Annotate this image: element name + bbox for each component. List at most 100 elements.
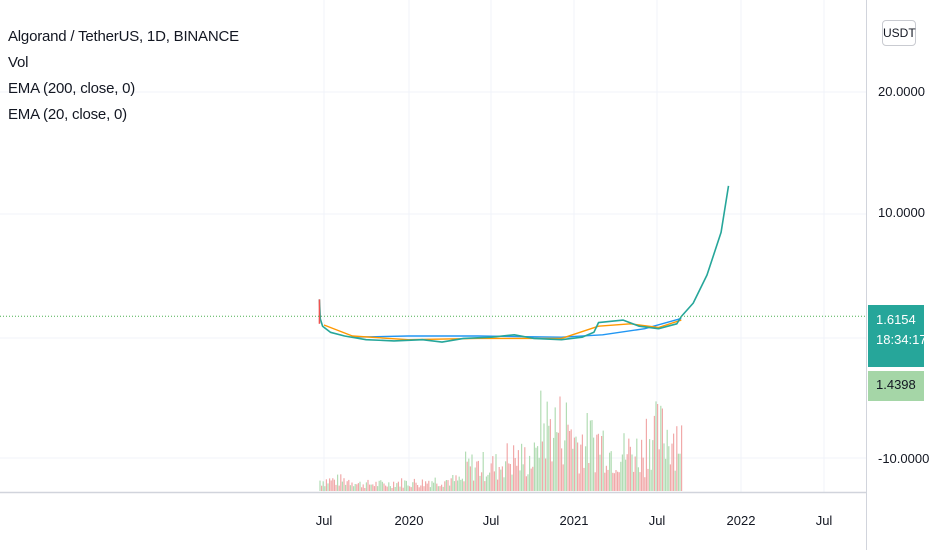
volume-bar (634, 456, 636, 491)
volume-bar (444, 481, 446, 491)
volume-bar (489, 472, 491, 491)
volume-bar (660, 405, 662, 491)
volume-bar (641, 439, 643, 491)
volume-bar (623, 433, 625, 491)
volume-bar (609, 452, 611, 491)
volume-bar (508, 463, 510, 491)
volume-bar (449, 485, 451, 491)
volume-bar (607, 469, 609, 491)
volume-bar (649, 439, 651, 491)
volume-bar (567, 424, 569, 491)
volume-bar (404, 480, 406, 491)
volume-bar (506, 443, 508, 491)
currency-button[interactable]: USDT (882, 20, 916, 46)
volume-bar (377, 486, 379, 491)
volume-bar (535, 447, 537, 491)
volume-bar (505, 461, 507, 491)
volume-bar (335, 484, 337, 491)
volume-bar (329, 478, 331, 491)
volume-bar (369, 484, 371, 491)
volume-bar (442, 486, 444, 491)
volume-bar (455, 475, 457, 491)
volume-bar (655, 401, 657, 491)
volume-bar (581, 434, 583, 491)
volume-bar (503, 477, 505, 491)
volume-bar (517, 450, 519, 491)
volume-bar (474, 467, 476, 491)
volume-bar (620, 461, 622, 491)
ema-value-tag: 1.4398 (868, 371, 924, 401)
volume-bar (636, 438, 638, 491)
series-lines (318, 185, 730, 343)
volume-bar (580, 444, 582, 491)
volume-bar (487, 474, 489, 491)
volume-bar (476, 461, 478, 491)
volume-bar (359, 481, 361, 491)
volume-bar (522, 464, 524, 491)
volume-bar (551, 461, 553, 491)
volume-bar (482, 452, 484, 491)
volume-bar (402, 487, 404, 491)
volume-bar (351, 482, 353, 491)
volume-bar (514, 458, 516, 491)
volume-bar (679, 453, 681, 491)
volume-bars (319, 390, 683, 491)
price-axis[interactable] (866, 0, 932, 520)
volume-bar (565, 402, 567, 491)
volume-bar (617, 471, 619, 491)
price-tick-10: 10.0000 (878, 205, 925, 220)
volume-bar (407, 485, 409, 491)
volume-bar (389, 486, 391, 491)
volume-bar (332, 478, 334, 491)
volume-bar (681, 425, 683, 491)
time-tick-jul-2021: Jul (648, 513, 666, 528)
volume-bar (437, 486, 439, 491)
volume-bar (615, 470, 617, 491)
volume-bar (423, 486, 425, 491)
volume-bar (386, 486, 388, 491)
volume-bar (533, 442, 535, 491)
volume-bar (466, 461, 468, 491)
volume-bar (401, 478, 403, 491)
volume-bar (381, 481, 383, 491)
volume-bar (465, 451, 467, 491)
volume-bar (561, 448, 563, 491)
volume-bar (426, 483, 428, 491)
volume-bar (564, 440, 566, 491)
ema-20-line (323, 319, 682, 341)
volume-bar (453, 481, 455, 491)
volume-bar (610, 451, 612, 491)
volume-bar (538, 457, 540, 491)
time-tick-jul-2020: Jul (482, 513, 500, 528)
price-tick-20: 20.0000 (878, 84, 925, 99)
volume-bar (661, 408, 663, 491)
volume-bar (447, 480, 449, 491)
volume-bar (575, 436, 577, 491)
volume-bar (365, 482, 367, 491)
volume-bar (578, 473, 580, 491)
volume-bar (337, 474, 339, 491)
indicator-ema-200[interactable]: EMA (200, close, 0) (8, 80, 136, 97)
volume-bar (373, 486, 375, 491)
volume-bar (657, 404, 659, 491)
volume-bar (545, 458, 547, 491)
indicator-ema-20[interactable]: EMA (20, close, 0) (8, 106, 127, 123)
price-line (318, 185, 730, 343)
volume-bar (676, 426, 678, 491)
volume-bar (393, 481, 395, 491)
volume-bar (511, 474, 513, 491)
symbol-title[interactable]: Algorand / TetherUS, 1D, BINANCE (8, 28, 239, 45)
volume-bar (665, 458, 667, 491)
volume-bar (354, 484, 356, 491)
volume-bar (349, 485, 351, 491)
volume-bar (391, 488, 393, 491)
volume-bar (420, 485, 422, 491)
volume-bar (327, 483, 329, 491)
volume-bar (586, 413, 588, 491)
volume-bar (594, 472, 596, 491)
volume-bar (460, 479, 462, 491)
volume-bar (493, 471, 495, 491)
volume-bar (425, 481, 427, 491)
indicator-vol[interactable]: Vol (8, 54, 29, 71)
